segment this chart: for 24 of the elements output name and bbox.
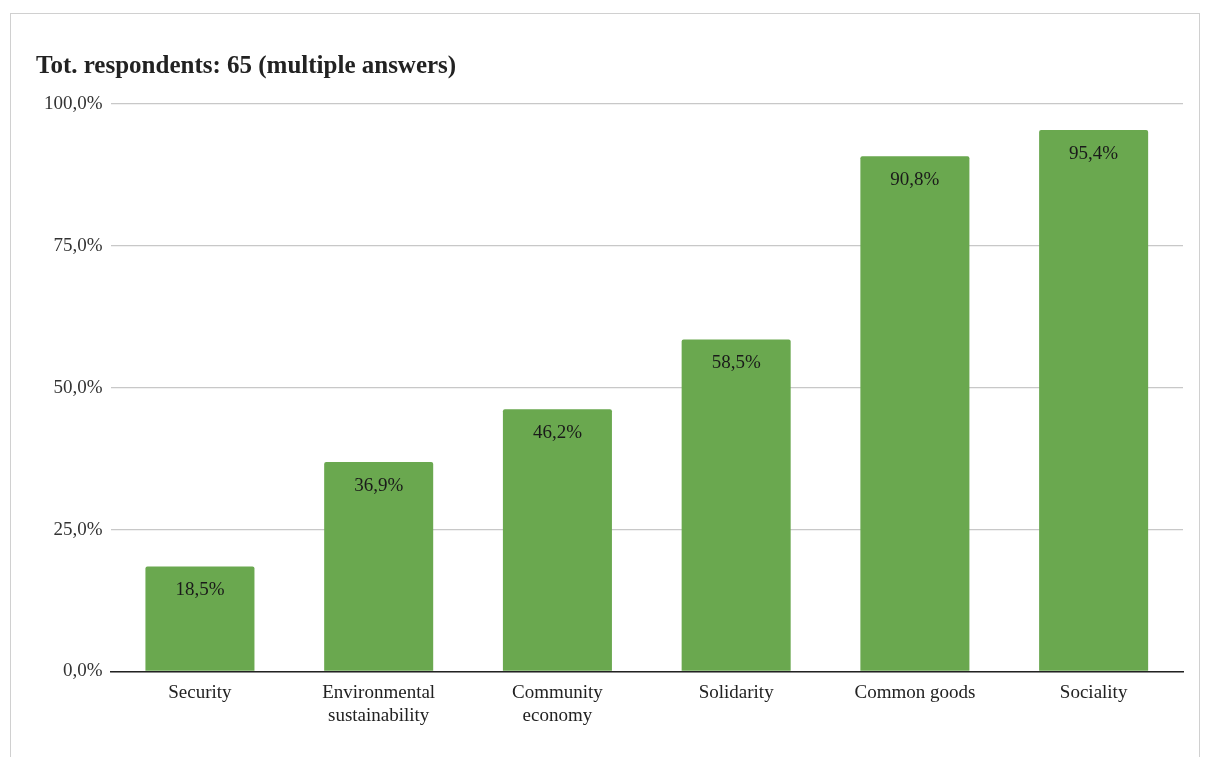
x-tick-label: Security	[168, 680, 233, 702]
data-label: 58,5%	[711, 351, 761, 373]
x-tick-label: Environmental sustainability	[322, 680, 436, 725]
bar	[681, 339, 791, 671]
data-label: 18,5%	[175, 578, 225, 600]
bar	[502, 409, 612, 671]
y-tick-label: 50,0%	[53, 375, 103, 397]
y-tick-label: 25,0%	[53, 517, 103, 539]
bar	[324, 462, 434, 671]
y-tick-label: 75,0%	[53, 233, 103, 255]
bar	[1039, 130, 1149, 671]
y-tick-label: 0,0%	[63, 659, 103, 681]
chart-title: Tot. respondents: 65 (multiple answers)	[36, 51, 457, 80]
data-label: 46,2%	[532, 421, 583, 443]
x-tick-label: Community economy	[512, 680, 604, 725]
y-tick-label: 100,0%	[44, 91, 103, 113]
bar	[145, 566, 255, 671]
x-tick-label: Sociality	[1059, 680, 1128, 702]
data-label: 95,4%	[1069, 142, 1119, 164]
data-label: 90,8%	[890, 168, 940, 190]
data-label: 36,9%	[354, 474, 404, 496]
bar	[860, 156, 970, 671]
x-tick-label: Solidarity	[698, 680, 775, 702]
x-tick-label: Common goods	[854, 680, 976, 702]
